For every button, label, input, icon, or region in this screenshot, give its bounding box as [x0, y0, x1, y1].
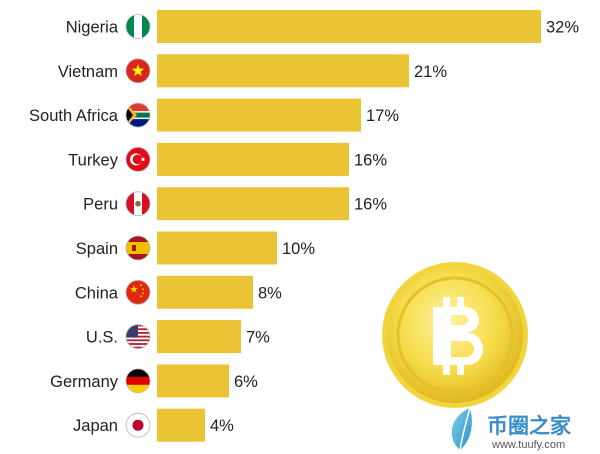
value-label: 16%	[354, 151, 387, 169]
bitcoin-coin-icon	[382, 262, 528, 408]
value-label: 10%	[282, 240, 315, 258]
category-label: South Africa	[29, 107, 119, 125]
category-label: Nigeria	[66, 19, 119, 37]
bar-row: Peru 16%	[83, 187, 387, 221]
bar	[157, 275, 253, 309]
bar	[157, 320, 241, 354]
bar-row: South Africa 17%	[29, 98, 399, 132]
bar	[157, 231, 277, 265]
peru-flag-icon	[125, 191, 151, 217]
leaf-logo-icon	[451, 407, 472, 451]
nigeria-flag-icon	[125, 14, 151, 39]
category-label: Germany	[50, 373, 119, 391]
vietnam-flag-icon	[125, 58, 151, 84]
category-label: U.S.	[86, 329, 118, 347]
china-flag-icon	[125, 279, 151, 305]
bar-row: Germany 6%	[50, 364, 258, 398]
watermark: 币圈之家 www.tuufy.com	[451, 407, 572, 451]
bar	[157, 142, 349, 176]
bar-row: Turkey 16%	[68, 142, 387, 176]
bar	[157, 364, 229, 398]
value-label: 4%	[210, 417, 234, 435]
bar-row: Spain 10%	[76, 231, 315, 265]
category-label: Spain	[76, 240, 118, 258]
bar	[157, 98, 361, 132]
value-label: 7%	[246, 329, 270, 347]
germany-flag-icon	[125, 368, 151, 394]
bar-row: Nigeria 32%	[66, 10, 579, 43]
category-label: China	[75, 284, 119, 302]
category-label: Japan	[73, 417, 118, 435]
watermark-text: 币圈之家	[487, 414, 572, 438]
category-label: Vietnam	[58, 63, 118, 81]
value-label: 16%	[354, 196, 387, 214]
watermark-url: www.tuufy.com	[491, 439, 565, 451]
us-flag-icon	[125, 324, 151, 350]
bar	[157, 10, 541, 43]
bar	[157, 54, 409, 88]
bar	[157, 187, 349, 221]
turkey-flag-icon	[125, 146, 151, 172]
japan-flag-icon	[125, 412, 151, 438]
bar	[157, 408, 205, 442]
bar-row: Japan 4%	[73, 408, 234, 442]
category-label: Peru	[83, 196, 118, 214]
value-label: 32%	[546, 19, 579, 37]
value-label: 6%	[234, 373, 258, 391]
value-label: 21%	[414, 63, 447, 81]
value-label: 8%	[258, 284, 282, 302]
bar-row: U.S. 7%	[86, 320, 270, 354]
south-africa-flag-icon	[125, 102, 151, 128]
category-label: Turkey	[68, 151, 119, 169]
bar-row: China 8%	[75, 275, 282, 309]
spain-flag-icon	[125, 235, 151, 261]
bar-row: Vietnam 21%	[58, 54, 447, 88]
value-label: 17%	[366, 107, 399, 125]
